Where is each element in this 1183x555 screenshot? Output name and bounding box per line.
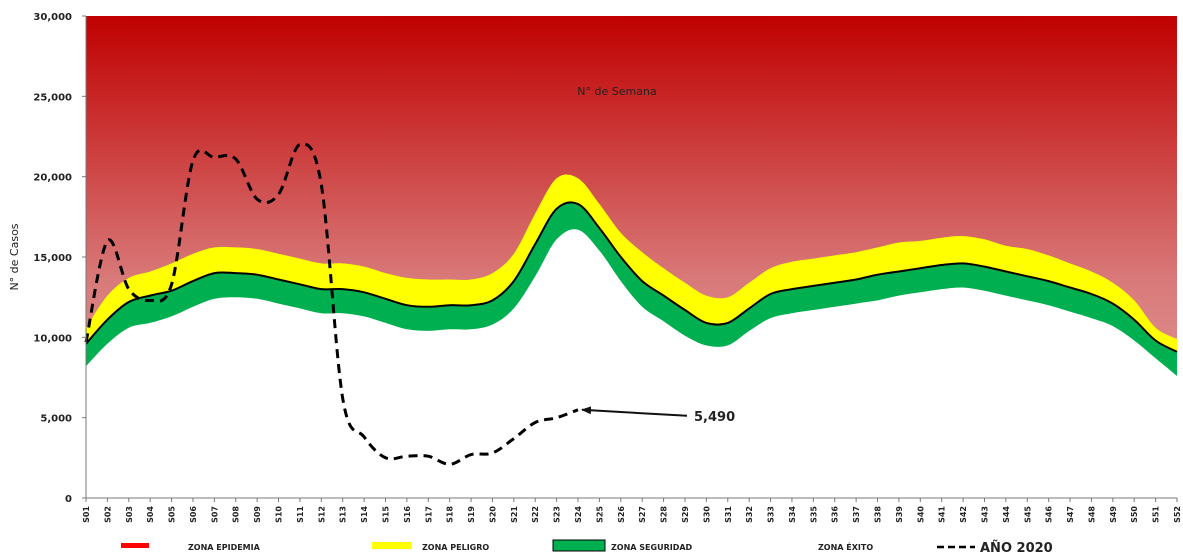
x-tick-label: S02 <box>103 506 112 523</box>
x-tick-label: S50 <box>1130 506 1139 523</box>
x-tick-label: S26 <box>617 506 626 523</box>
x-tick-label: S06 <box>189 506 198 523</box>
x-tick-label: S30 <box>702 506 711 523</box>
x-tick-label: S21 <box>510 506 519 523</box>
x-tick-label: S25 <box>595 506 604 523</box>
y-tick-label: 5,000 <box>40 414 72 425</box>
x-tick-label: S22 <box>531 506 540 523</box>
annotation-arrow <box>581 406 688 417</box>
y-tick-label: 15,000 <box>33 253 72 264</box>
x-tick-label: S16 <box>403 506 412 523</box>
x-tick-label: S18 <box>446 506 455 523</box>
x-ticks: S01 S02 S03 S04 S05 S06 S07 S08 S09 S10 S11 S12 S13 S… <box>82 498 1182 523</box>
legend-label-zona-exito: ZONA ÉXITO <box>818 541 873 552</box>
legend-swatch-zona-seguridad <box>552 539 606 552</box>
x-tick-label: S31 <box>724 506 733 523</box>
legend-label-zona-peligro: ZONA PELIGRO <box>422 543 489 552</box>
x-tick-label: S52 <box>1173 506 1182 523</box>
x-tick-label: S32 <box>745 506 754 523</box>
x-tick-label: S10 <box>275 506 284 523</box>
x-tick-label: S48 <box>1087 506 1096 523</box>
legend-item-zona-exito: ZONA ÉXITO <box>818 541 873 552</box>
x-tick-label: S14 <box>360 506 369 523</box>
x-tick-label: S36 <box>831 506 840 523</box>
x-tick-label: S11 <box>296 506 305 523</box>
x-tick-label: S39 <box>895 506 904 523</box>
x-tick-label: S24 <box>574 506 583 523</box>
legend-swatch-zona-peligro <box>372 542 412 549</box>
x-tick-label: S27 <box>638 506 647 523</box>
y-tick-label: 10,000 <box>33 333 72 344</box>
x-tick-label: S47 <box>1066 506 1075 523</box>
x-tick-label: S33 <box>767 506 776 523</box>
x-tick-label: S29 <box>681 506 690 523</box>
x-tick-label: S35 <box>809 506 818 523</box>
x-tick-label: S19 <box>467 506 476 523</box>
y-ticks: 0 5,000 10,000 15,000 20,000 25,000 30,000 <box>33 12 86 505</box>
y-tick-label: 0 <box>65 494 72 505</box>
plot-area <box>84 16 1178 499</box>
legend-item-zona-seguridad: ZONA SEGURIDAD <box>552 539 693 552</box>
y-axis-label: N° de Casos <box>8 223 21 290</box>
x-tick-label: S44 <box>1002 506 1011 523</box>
ano-2020-line <box>84 142 579 466</box>
x-tick-label: S05 <box>168 506 177 523</box>
y-tick-label: 30,000 <box>33 12 72 23</box>
x-tick-label: S20 <box>489 506 498 523</box>
x-tick-label: S03 <box>125 506 134 523</box>
zona-exito-area <box>86 229 1177 499</box>
legend-swatch-zona-epidemia <box>121 543 149 548</box>
x-tick-label: S43 <box>981 506 990 523</box>
x-tick-label: S13 <box>339 506 348 523</box>
x-tick-label: S45 <box>1023 506 1032 523</box>
legend-item-zona-peligro: ZONA PELIGRO <box>372 542 489 552</box>
legend-label-zona-seguridad: ZONA SEGURIDAD <box>611 543 693 552</box>
x-tick-label: S17 <box>424 506 433 523</box>
x-tick-label: S49 <box>1109 506 1118 523</box>
x-tick-label: S01 <box>82 506 91 523</box>
x-tick-label: S15 <box>382 506 391 523</box>
legend-item-ano-2020: AÑO 2020 <box>937 540 1053 555</box>
x-tick-label: S37 <box>852 506 861 523</box>
x-tick-label: S07 <box>210 506 219 523</box>
annotation-label: 5,490 <box>694 410 735 425</box>
axes: 0 5,000 10,000 15,000 20,000 25,000 30,000 S01… <box>33 12 1182 523</box>
x-tick-label: S51 <box>1152 506 1161 523</box>
x-tick-label: S08 <box>232 506 241 523</box>
x-tick-label: S38 <box>874 506 883 523</box>
x-tick-label: S46 <box>1045 506 1054 523</box>
y-tick-label: 20,000 <box>33 173 72 184</box>
x-tick-label: S42 <box>959 506 968 523</box>
x-tick-label: S28 <box>660 506 669 523</box>
annotation: 5,490 <box>581 406 735 425</box>
x-axis-label: N° de Semana <box>577 85 656 98</box>
x-tick-label: S09 <box>253 506 262 523</box>
legend-item-zona-epidemia: ZONA EPIDEMIA <box>121 543 261 552</box>
x-tick-label: S23 <box>553 506 562 523</box>
x-tick-label: S34 <box>788 506 797 523</box>
legend-label-ano-2020: AÑO 2020 <box>980 540 1053 555</box>
zona-seguridad-line <box>85 201 1178 353</box>
y-tick-label: 25,000 <box>33 92 72 103</box>
legend-label-zona-epidemia: ZONA EPIDEMIA <box>188 543 261 552</box>
x-tick-label: S41 <box>938 506 947 523</box>
x-tick-label: S12 <box>317 506 326 523</box>
x-tick-label: S40 <box>916 506 925 523</box>
x-tick-label: S04 <box>146 506 155 523</box>
legend: ZONA EPIDEMIA ZONA PELIGRO ZONA SEGURIDA… <box>121 539 1053 555</box>
